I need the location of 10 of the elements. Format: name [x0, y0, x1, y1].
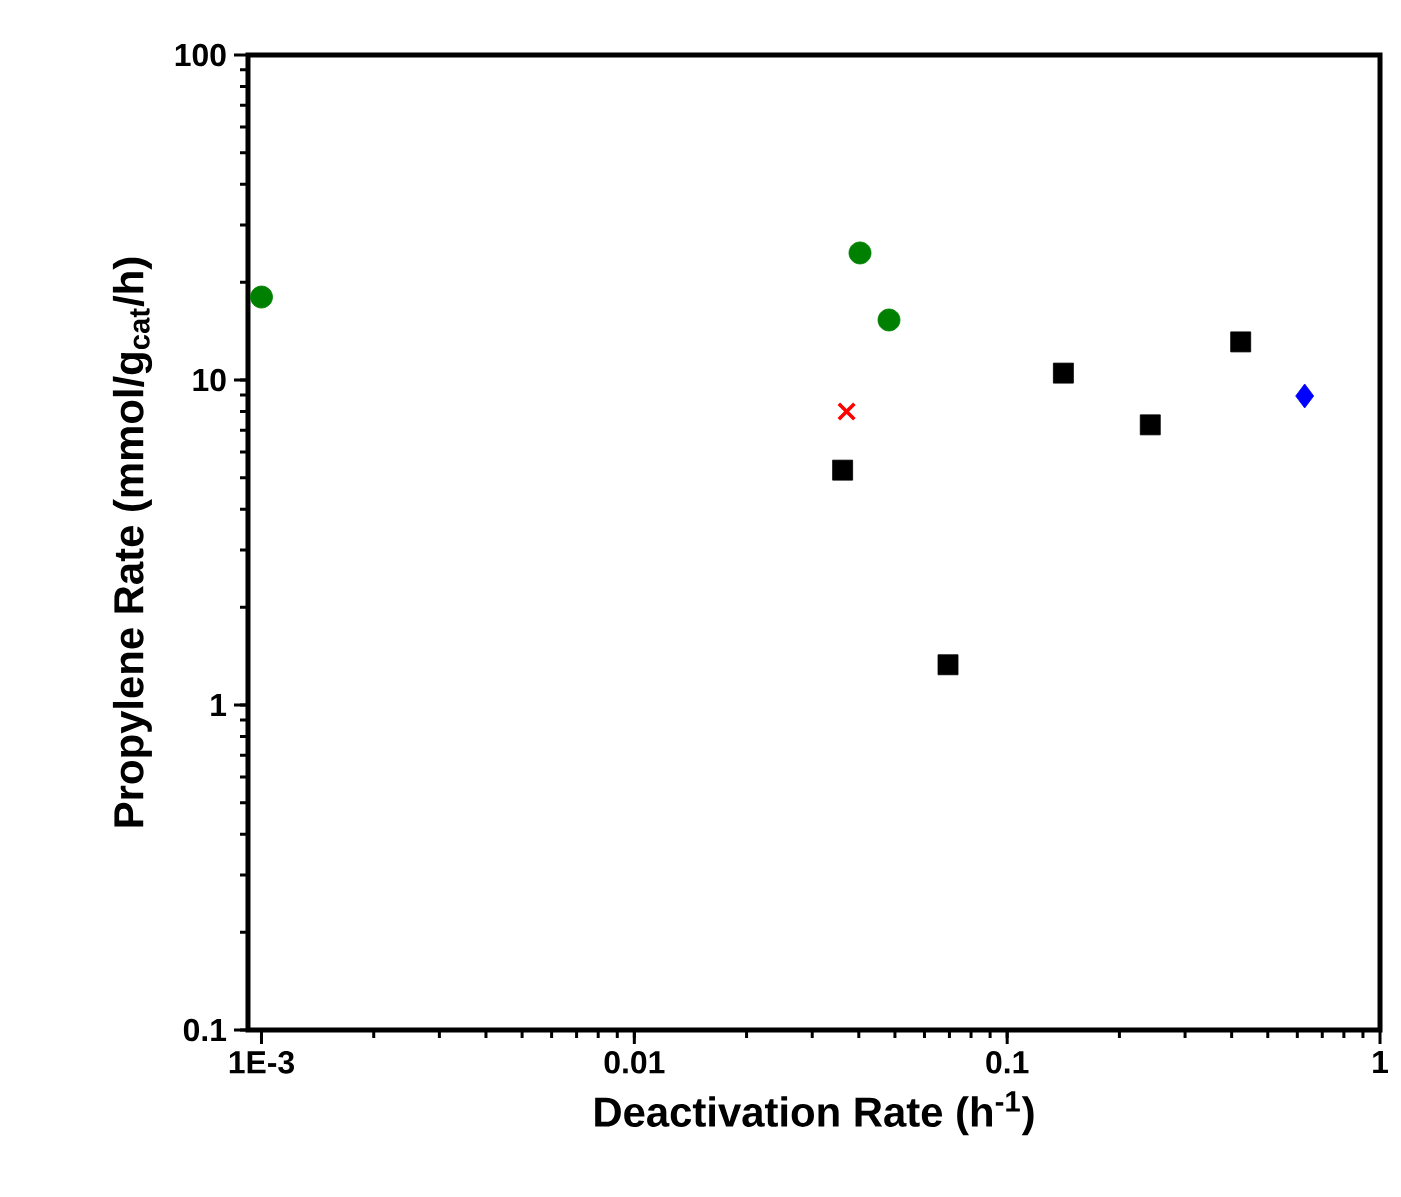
x-tick-label: 1E-3: [229, 1051, 294, 1074]
y-tick-label: 100: [175, 43, 226, 67]
x-axis-title: Deactivation Rate (h$^{-1}$): [595, 1091, 1034, 1136]
x-tick-label: 0.1: [986, 1051, 1029, 1074]
y-tick-label: 0.1: [183, 1018, 227, 1042]
x-tick-label: 0.01: [604, 1051, 665, 1074]
x-tick-label: 1: [1373, 1051, 1388, 1073]
y-axis-title: Propylene Rate (mmol/g$_{cat}$/h): [112, 257, 153, 827]
y-tick-label: 1: [211, 694, 227, 716]
y-tick-label: 10: [193, 368, 226, 392]
